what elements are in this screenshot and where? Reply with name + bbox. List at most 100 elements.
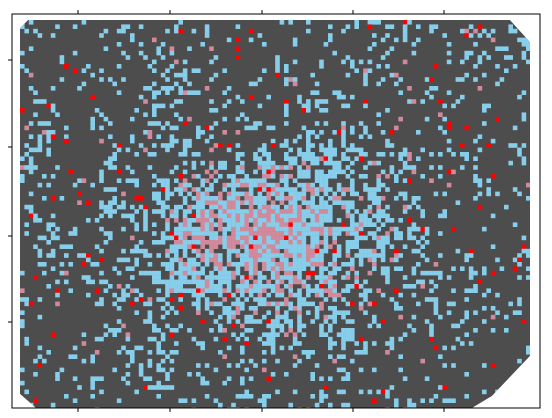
cell xyxy=(416,196,421,201)
cell xyxy=(270,125,276,131)
cell xyxy=(20,108,25,113)
cell xyxy=(248,226,254,232)
cell xyxy=(504,55,509,60)
cell xyxy=(328,336,333,342)
cell xyxy=(244,314,249,320)
cell xyxy=(196,288,201,293)
cell xyxy=(279,262,285,267)
cell xyxy=(226,226,232,232)
cell xyxy=(301,301,307,307)
cell xyxy=(169,275,175,280)
cell xyxy=(438,213,443,219)
cell xyxy=(248,253,254,258)
cell xyxy=(130,33,135,38)
cell xyxy=(504,389,509,395)
cell xyxy=(477,279,483,285)
cell xyxy=(143,248,148,254)
cell xyxy=(310,196,315,201)
cell xyxy=(438,253,443,258)
cell xyxy=(328,279,333,285)
cell xyxy=(270,328,276,333)
cell xyxy=(512,257,518,263)
cell xyxy=(99,33,104,38)
cell xyxy=(169,297,175,302)
cell xyxy=(411,292,417,298)
cell xyxy=(244,191,249,197)
cell xyxy=(24,204,29,210)
cell xyxy=(182,222,188,227)
cell xyxy=(266,394,271,399)
cell xyxy=(266,231,271,236)
cell xyxy=(345,72,351,78)
cell xyxy=(341,389,346,395)
cell xyxy=(50,86,56,91)
cell xyxy=(345,284,351,289)
cell xyxy=(433,310,439,315)
cell xyxy=(350,328,355,333)
cell xyxy=(292,279,298,285)
cell xyxy=(178,99,183,104)
cell xyxy=(266,262,271,267)
cell xyxy=(240,253,245,258)
cell xyxy=(292,59,298,65)
cell xyxy=(429,336,434,342)
cell xyxy=(266,94,271,100)
cell xyxy=(380,222,386,227)
cell xyxy=(235,152,241,157)
cell xyxy=(46,182,51,188)
cell xyxy=(310,213,315,219)
cell xyxy=(138,345,144,351)
cell xyxy=(165,196,170,201)
cell xyxy=(182,147,188,153)
cell xyxy=(196,275,201,280)
cell xyxy=(350,358,355,364)
cell xyxy=(187,226,192,232)
cell xyxy=(341,275,346,280)
cell xyxy=(416,262,421,267)
cell xyxy=(33,99,38,104)
cell xyxy=(174,125,179,131)
cell xyxy=(226,147,232,153)
cell xyxy=(174,240,179,245)
cell xyxy=(266,209,271,214)
cell xyxy=(196,152,201,157)
cell xyxy=(323,182,329,188)
cell xyxy=(394,226,399,232)
cell xyxy=(20,20,25,25)
cell xyxy=(37,138,43,144)
cell xyxy=(407,156,412,161)
cell xyxy=(438,275,443,280)
cell xyxy=(130,134,135,139)
cell xyxy=(235,204,241,210)
cell xyxy=(130,358,135,364)
cell xyxy=(464,50,469,56)
cell xyxy=(240,288,245,293)
cell xyxy=(328,354,333,359)
cell xyxy=(209,196,214,201)
cell xyxy=(433,301,439,307)
cell xyxy=(482,292,487,298)
cell xyxy=(358,59,364,65)
cell xyxy=(270,191,276,197)
cell xyxy=(222,200,227,205)
cell xyxy=(512,64,518,69)
cell xyxy=(204,222,210,227)
cell xyxy=(297,306,302,311)
cell xyxy=(257,270,263,276)
cell xyxy=(433,345,439,351)
cell xyxy=(323,213,329,219)
cell xyxy=(46,130,51,135)
cell xyxy=(253,284,258,289)
cell xyxy=(165,204,170,210)
cell xyxy=(182,218,188,223)
cell xyxy=(218,402,223,408)
cell xyxy=(266,310,271,315)
cell xyxy=(235,24,241,29)
cell xyxy=(292,341,298,346)
cell xyxy=(482,103,487,109)
cell xyxy=(125,284,131,289)
cell xyxy=(209,231,214,236)
cell xyxy=(319,257,324,263)
cell xyxy=(99,138,104,144)
cell xyxy=(336,354,342,359)
